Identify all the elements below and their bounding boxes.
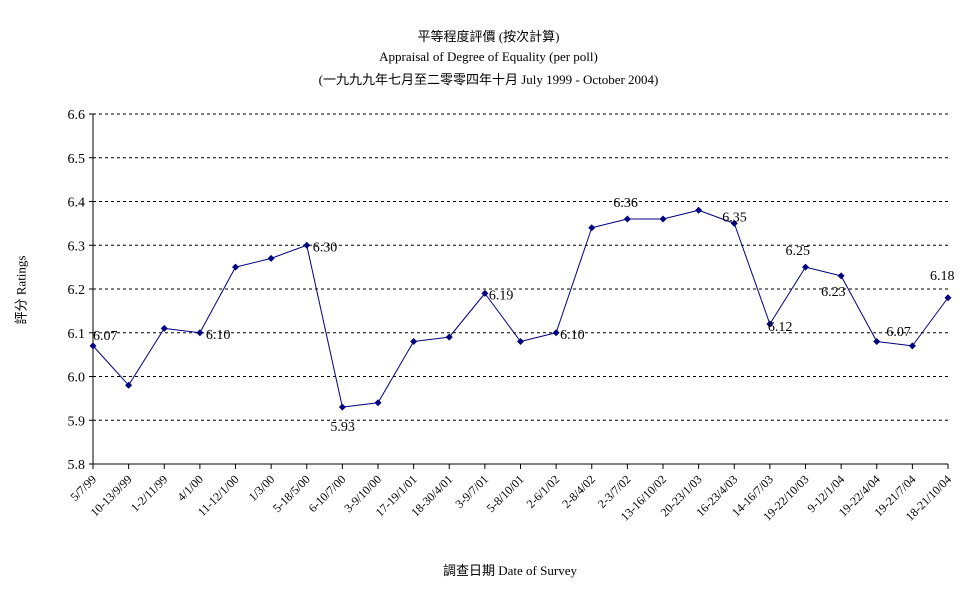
- y-tick-label: 6.0: [68, 371, 86, 386]
- x-tick-label: 6-10/7/00: [306, 472, 349, 515]
- y-tick-label: 6.1: [68, 327, 86, 342]
- data-label: 6.30: [313, 240, 338, 255]
- x-tick-label: 2-8/4/02: [559, 472, 598, 511]
- data-point: [908, 342, 916, 350]
- chart-title: 平等程度評價 (按次計算): [417, 29, 560, 44]
- series-segment: [164, 327, 200, 334]
- data-label: 6.10: [560, 328, 585, 343]
- data-point: [89, 342, 97, 350]
- data-point: [303, 241, 311, 249]
- data-point: [588, 224, 596, 232]
- data-point: [481, 289, 489, 297]
- data-label: 6.25: [786, 244, 811, 259]
- chart-subtitle: Appraisal of Degree of Equality (per pol…: [379, 49, 598, 64]
- series-segment: [270, 244, 307, 259]
- data-point: [659, 215, 667, 223]
- gridlines: [93, 113, 948, 421]
- data-point: [517, 338, 524, 345]
- data-point: [695, 206, 703, 214]
- data-labels: 6.07 6.10 6.30 5.93 6.19 6.10 6.36 6.35 6.12 6.25…: [93, 196, 955, 435]
- data-point: [730, 219, 738, 227]
- series-segment: [662, 209, 699, 220]
- series-segment: [698, 209, 735, 224]
- series-segment: [733, 223, 771, 325]
- data-point: [873, 338, 881, 345]
- x-tick-label: 1-2/11/99: [128, 472, 171, 515]
- data-label: 6.07: [93, 329, 118, 344]
- data-point: [802, 263, 809, 271]
- series-segment: [520, 332, 557, 342]
- x-tick-label: 1/3/00: [246, 472, 278, 504]
- series-segment: [377, 341, 415, 404]
- data-point: [232, 263, 239, 271]
- series-segment: [911, 297, 949, 347]
- data-point: [944, 294, 952, 302]
- series-segment: [235, 257, 272, 268]
- x-tick-label: 2-6/1/02: [524, 472, 563, 511]
- data-label: 5.93: [330, 420, 355, 435]
- y-tick-labels: 6.6 6.5 6.4 6.3 6.2 6.1 6.0 5.9 5.8: [68, 108, 86, 473]
- data-label: 6.18: [930, 269, 955, 284]
- data-point: [766, 320, 774, 328]
- y-tick-label: 6.5: [68, 152, 86, 167]
- series-segment: [306, 245, 343, 408]
- data-label: 6.23: [821, 285, 846, 300]
- y-tick-label: 6.4: [68, 196, 86, 211]
- series-segment: [128, 328, 165, 386]
- series-segment: [92, 345, 129, 386]
- x-tick-label: 5/7/99: [68, 472, 100, 504]
- series-segment: [199, 266, 236, 333]
- chart-subtitle-period: (一九九九年七月至二零零四年十月 July 1999 - October 200…: [318, 72, 659, 87]
- x-axis-label: 調查日期 Date of Survey: [443, 563, 577, 578]
- x-tick-label: 5-8/10/01: [484, 472, 527, 515]
- y-tick-label: 5.9: [68, 414, 86, 429]
- data-point: [196, 329, 204, 337]
- data-point: [160, 324, 168, 332]
- data-label: 6.07: [886, 325, 911, 340]
- data-label: 6.10: [206, 328, 231, 343]
- series-segment: [840, 275, 878, 342]
- data-label: 6.35: [722, 210, 747, 225]
- series-segment: [555, 227, 593, 333]
- data-point: [374, 399, 382, 407]
- series-segment: [805, 266, 842, 277]
- series-segment: [769, 266, 806, 325]
- y-tick-label: 5.8: [68, 458, 86, 473]
- data-label: 6.12: [768, 320, 793, 335]
- data-point: [267, 254, 275, 262]
- series-segment: [591, 218, 628, 229]
- data-points: [89, 206, 952, 411]
- series-segment: [413, 336, 450, 342]
- data-point: [338, 403, 346, 411]
- axes: [89, 113, 949, 469]
- data-point: [445, 333, 453, 341]
- series-segment: [448, 293, 486, 338]
- x-tick-label: 4/1/00: [174, 472, 206, 504]
- data-point: [623, 215, 631, 223]
- x-tick-label: 5-18/5/00: [270, 472, 313, 515]
- data-label: 6.36: [613, 196, 638, 211]
- series-segment: [342, 402, 379, 408]
- data-point: [837, 272, 845, 280]
- y-axis-label: 評分 Ratings: [13, 255, 29, 325]
- y-tick-label: 6.2: [68, 283, 86, 298]
- series-segment: [876, 341, 913, 347]
- series-segment: [484, 293, 521, 342]
- y-tick-label: 6.6: [68, 108, 86, 123]
- data-point: [552, 329, 560, 337]
- data-label: 6.19: [489, 288, 514, 303]
- series-lines: [92, 209, 949, 408]
- data-point: [410, 338, 418, 345]
- y-tick-label: 6.3: [68, 239, 86, 254]
- data-point: [125, 381, 133, 389]
